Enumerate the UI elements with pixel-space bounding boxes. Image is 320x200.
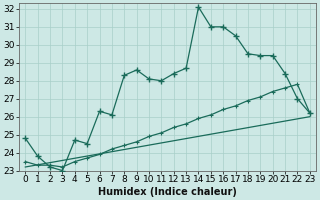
X-axis label: Humidex (Indice chaleur): Humidex (Indice chaleur) xyxy=(98,187,237,197)
